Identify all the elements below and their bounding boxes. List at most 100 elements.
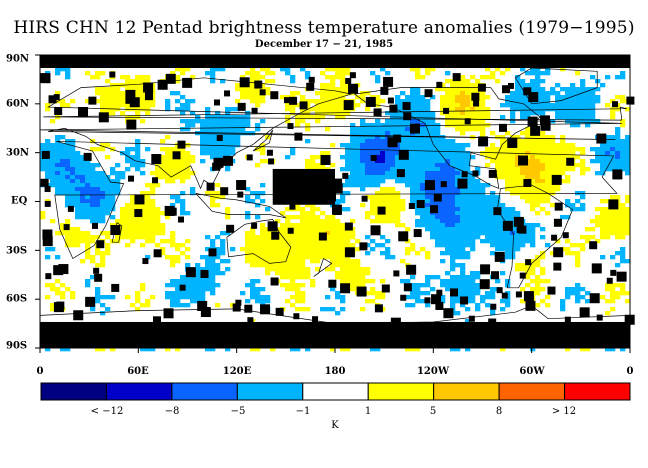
anomaly-cell bbox=[135, 215, 141, 220]
anomaly-cell bbox=[65, 219, 71, 224]
anomaly-cell bbox=[445, 247, 451, 252]
anomaly-cell bbox=[460, 103, 466, 108]
anomaly-cell bbox=[515, 247, 521, 252]
anomaly-cell bbox=[335, 243, 341, 248]
anomaly-cell bbox=[305, 227, 311, 232]
anomaly-cell bbox=[100, 347, 106, 352]
anomaly-cell bbox=[240, 127, 246, 132]
anomaly-cell bbox=[330, 247, 336, 252]
anomaly-cell bbox=[395, 191, 401, 196]
anomaly-cell bbox=[285, 67, 291, 72]
anomaly-cell bbox=[265, 239, 271, 244]
anomaly-cell bbox=[295, 115, 301, 120]
anomaly-cell bbox=[580, 99, 586, 104]
anomaly-cell bbox=[215, 127, 221, 132]
anomaly-cell bbox=[310, 247, 316, 252]
anomaly-cell bbox=[435, 191, 441, 196]
anomaly-cell bbox=[465, 143, 471, 148]
anomaly-cell bbox=[415, 115, 421, 120]
anomaly-cell bbox=[155, 219, 161, 224]
anomaly-cell bbox=[520, 143, 526, 148]
anomaly-cell bbox=[60, 191, 66, 196]
anomaly-cell bbox=[220, 155, 226, 160]
anomaly-cell bbox=[615, 211, 621, 216]
anomaly-cell bbox=[365, 251, 371, 256]
anomaly-cell bbox=[345, 279, 351, 284]
anomaly-cell bbox=[250, 79, 256, 84]
anomaly-cell bbox=[410, 171, 416, 176]
anomaly-cell bbox=[565, 115, 571, 120]
anomaly-cell bbox=[85, 187, 91, 192]
anomaly-cell bbox=[50, 179, 56, 184]
missing-data-cell bbox=[53, 265, 64, 276]
anomaly-cell bbox=[495, 155, 501, 160]
anomaly-cell bbox=[285, 283, 291, 288]
anomaly-cell bbox=[360, 143, 366, 148]
anomaly-cell bbox=[250, 243, 256, 248]
anomaly-cell bbox=[410, 103, 416, 108]
anomaly-cell bbox=[430, 123, 436, 128]
anomaly-cell bbox=[510, 135, 516, 140]
anomaly-cell bbox=[540, 191, 546, 196]
anomaly-cell bbox=[50, 119, 56, 124]
anomaly-cell bbox=[195, 131, 201, 136]
anomaly-cell bbox=[65, 147, 71, 152]
anomaly-cell bbox=[280, 239, 286, 244]
anomaly-cell bbox=[140, 287, 146, 292]
anomaly-cell bbox=[370, 147, 376, 152]
anomaly-cell bbox=[65, 163, 71, 168]
anomaly-cell bbox=[425, 123, 431, 128]
anomaly-cell bbox=[415, 195, 421, 200]
anomaly-cell bbox=[355, 263, 361, 268]
anomaly-cell bbox=[450, 99, 456, 104]
anomaly-cell bbox=[440, 203, 446, 208]
anomaly-cell bbox=[295, 299, 301, 304]
anomaly-cell bbox=[265, 67, 271, 72]
anomaly-cell bbox=[475, 87, 481, 92]
anomaly-cell bbox=[205, 259, 211, 264]
anomaly-cell bbox=[225, 107, 231, 112]
anomaly-cell bbox=[135, 299, 141, 304]
anomaly-cell bbox=[380, 219, 386, 224]
anomaly-cell bbox=[165, 103, 171, 108]
anomaly-cell bbox=[245, 255, 251, 260]
anomaly-cell bbox=[80, 159, 86, 164]
anomaly-cell bbox=[125, 227, 131, 232]
anomaly-cell bbox=[600, 227, 606, 232]
anomaly-cell bbox=[255, 235, 261, 240]
anomaly-cell bbox=[525, 223, 531, 228]
anomaly-cell bbox=[295, 203, 301, 208]
anomaly-cell bbox=[470, 199, 476, 204]
anomaly-cell bbox=[455, 283, 461, 288]
anomaly-cell bbox=[450, 115, 456, 120]
missing-data-cell bbox=[430, 205, 439, 214]
anomaly-cell bbox=[450, 223, 456, 228]
anomaly-cell bbox=[360, 179, 366, 184]
anomaly-cell bbox=[405, 303, 411, 308]
anomaly-cell bbox=[545, 107, 551, 112]
anomaly-cell bbox=[565, 247, 571, 252]
anomaly-cell bbox=[450, 243, 456, 248]
anomaly-cell bbox=[380, 195, 386, 200]
anomaly-cell bbox=[455, 111, 461, 116]
anomaly-cell bbox=[550, 183, 556, 188]
anomaly-cell bbox=[145, 191, 151, 196]
anomaly-cell bbox=[315, 107, 321, 112]
anomaly-cell bbox=[235, 99, 241, 104]
anomaly-cell bbox=[110, 111, 116, 116]
anomaly-cell bbox=[155, 175, 161, 180]
anomaly-cell bbox=[480, 207, 486, 212]
anomaly-cell bbox=[620, 207, 626, 212]
anomaly-cell bbox=[340, 67, 346, 72]
anomaly-cell bbox=[395, 215, 401, 220]
anomaly-cell bbox=[380, 187, 386, 192]
anomaly-cell bbox=[485, 291, 491, 296]
anomaly-cell bbox=[490, 191, 496, 196]
anomaly-cell bbox=[160, 247, 166, 252]
anomaly-cell bbox=[520, 103, 526, 108]
anomaly-cell bbox=[470, 291, 476, 296]
anomaly-cell bbox=[510, 215, 516, 220]
anomaly-cell bbox=[150, 99, 156, 104]
missing-data-cell bbox=[502, 85, 511, 94]
anomaly-cell bbox=[465, 167, 471, 172]
